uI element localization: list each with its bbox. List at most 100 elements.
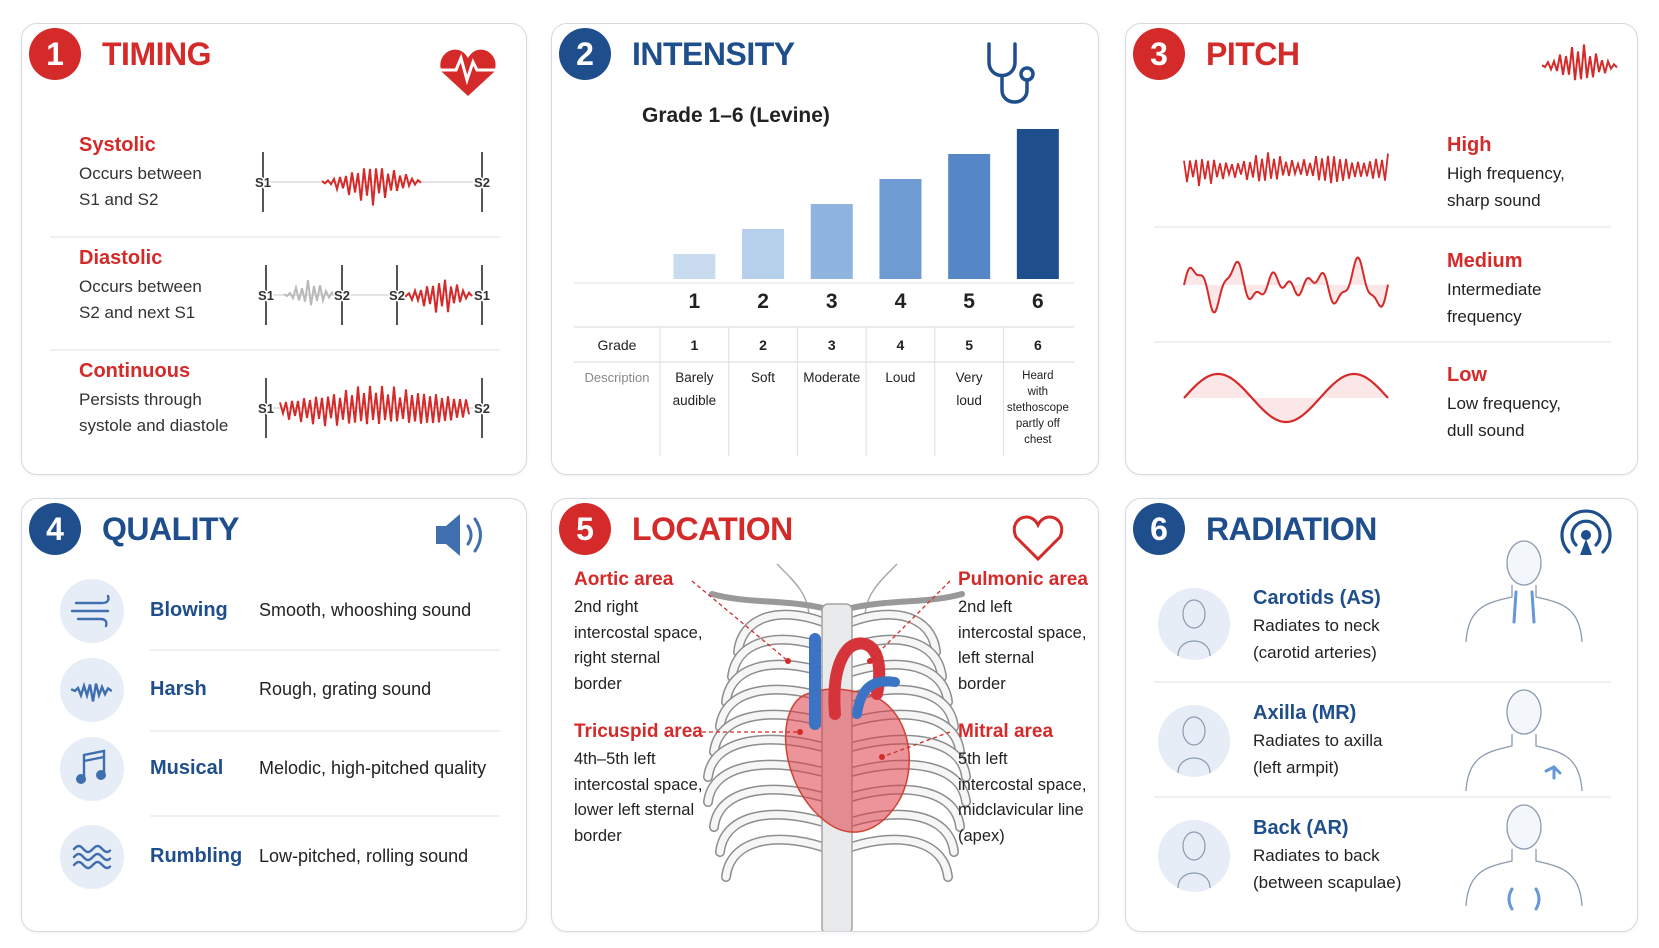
table-cell-line: Barely [675,370,714,385]
number-badge: 6 [1133,503,1185,555]
pitch-description: Low frequency, [1447,394,1562,413]
body-head [1506,689,1542,735]
panel-icon [438,49,498,96]
murmur-wave [279,385,470,427]
quality-description: Melodic, high-pitched quality [259,758,487,778]
area-name: Mitral area [958,721,1054,742]
area-name: Tricuspid area [574,721,703,742]
note-head [96,770,106,780]
pitch-name: Low [1447,364,1487,386]
rib [722,661,827,706]
body-outline [1465,734,1583,792]
panel-title: RADIATION [1206,511,1377,547]
area-name: Aortic area [574,569,674,590]
rib [716,686,827,731]
panel-title: LOCATION [632,511,793,547]
grade-label: 3 [825,290,838,313]
leader-dot [785,658,791,664]
pitch-icon [1541,44,1618,81]
icon-shoulders [1177,640,1211,657]
radiation-description: Radiates to back [1253,846,1380,865]
panel-title: INTENSITY [632,36,795,72]
body-head [1506,804,1542,850]
quality-icon [72,844,112,870]
panel-icon [1560,509,1612,555]
rib [728,636,827,681]
ecg-line [438,53,498,86]
number-badge: 4 [29,503,81,555]
heart-sound-label: S2 [389,288,405,303]
number-badge: 3 [1133,28,1185,80]
area-description: intercostal space, [958,623,1087,642]
grade-label: 2 [757,290,769,313]
heart-sound-label: S2 [474,401,490,416]
leader-dot [867,658,873,664]
radiation-description: Radiates to neck [1253,616,1380,635]
radiation-icon-bg [1158,705,1230,777]
table-cell-line: loud [956,393,982,408]
quality-name: Musical [150,757,224,779]
area-description: midclavicular line [958,801,1084,819]
radiation-path [1507,887,1541,911]
panel-graphics [691,515,1064,931]
table-cell-line: stethoscope [1006,402,1069,414]
pulmonary-artery [852,676,900,719]
table-cell-line: chest [1024,434,1052,446]
aorta [828,637,886,720]
radiation-path [1512,590,1536,624]
chest-illustration [703,563,971,931]
pitch-description: dull sound [1447,421,1525,440]
panel-title: QUALITY [102,511,239,547]
leader-dot [797,729,803,735]
area-description: right sternal [574,649,661,667]
quality-description: Rough, grating sound [259,679,432,699]
broadcast-arcs [1560,509,1612,554]
intensity-bar [1016,129,1059,279]
stethoscope-bell [1019,66,1035,82]
area-description: 4th–5th left [574,750,656,768]
quality-name: Rumbling [150,845,243,867]
area-description: (apex) [958,826,1005,845]
body-head [1506,540,1542,586]
table-cell-line: audible [672,393,717,408]
panel-title: PITCH [1206,36,1300,72]
panel-number: 3 [1150,35,1168,72]
panel: 3 PITCH High High frequency, sharp sound Medi… [1125,23,1638,475]
table-cell-line: Soft [751,370,776,385]
heart-sound-label: S1 [258,288,274,303]
quality-icon [70,681,113,702]
quality-icon [82,749,106,781]
pitch-wave [1183,256,1389,314]
icon-shoulders [1177,757,1211,774]
radiation-description: (left armpit) [1253,758,1339,777]
table-cell-line: Moderate [803,370,861,385]
table-cell: Grade [597,337,637,353]
table-cell: 3 [827,337,836,353]
intensity-bar [810,204,853,279]
radiation-path [1544,765,1562,780]
heart-sound-label: S1 [255,175,271,190]
murmur-wave [402,279,473,313]
speaker-waves [466,517,482,553]
pitch-name: Medium [1447,250,1523,272]
panel-title: TIMING [102,36,211,72]
radiation-description: (between scapulae) [1253,873,1402,892]
table-cell: 1 [690,337,699,353]
area-description: 5th left [958,750,1008,768]
radiation-name: Carotids (AS) [1253,587,1381,609]
rib [847,836,952,881]
rib [716,811,827,856]
murmur-name: Diastolic [79,247,163,269]
radiation-name: Back (AR) [1253,817,1349,839]
panel: 2 INTENSITY Grade 1–6 (Levine) 1 2 3 4 5 6 Grade 1… [551,23,1099,475]
murmur-description: S2 and next S1 [79,303,196,322]
area-description: left sternal [958,649,1035,667]
intensity-bar [673,254,716,279]
radiation-name: Axilla (MR) [1253,702,1357,724]
area-description: border [574,826,622,845]
area-description: intercostal space, [574,623,703,642]
table-cell: 4 [896,337,905,353]
panel-number: 2 [576,35,594,72]
panel-number: 4 [46,510,64,547]
rib [734,611,827,656]
